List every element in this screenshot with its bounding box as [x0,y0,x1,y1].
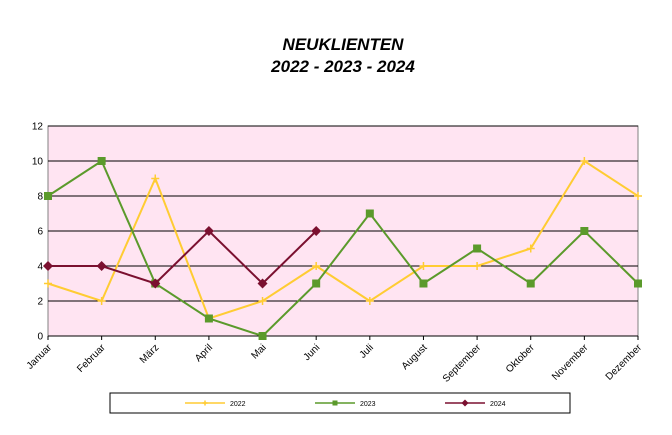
marker [580,157,589,165]
marker [580,227,589,235]
legend-label: 2024 [490,401,506,408]
marker [312,279,321,288]
marker [312,262,321,270]
marker [461,399,469,407]
marker [151,174,160,183]
y-tick-label: 0 [37,332,43,343]
marker [332,400,338,406]
marker [43,261,53,271]
marker [473,262,482,270]
marker [258,297,267,305]
chart-subtitle: 2022 - 2023 - 2024 [270,57,415,76]
legend-label: 2023 [360,401,376,408]
x-tick-label: Januar [25,342,55,372]
marker [44,279,52,288]
x-tick-label: Oktober [504,342,537,375]
x-tick-label: Dezember [604,342,645,383]
marker [634,279,642,288]
y-tick-label: 12 [32,122,44,133]
marker [419,262,428,270]
marker [473,244,482,253]
marker [419,279,428,288]
y-tick-label: 2 [37,297,43,308]
x-tick-label: Juni [302,342,323,363]
marker [634,192,642,200]
marker [150,278,161,289]
y-tick-label: 4 [37,262,43,273]
marker [44,192,52,200]
marker [204,314,213,323]
x-tick-label: Mai [249,342,268,361]
marker [203,226,214,236]
x-tick-label: Februar [75,342,108,375]
x-tick-label: September [441,342,484,385]
x-tick-label: August [400,342,430,372]
x-tick-label: April [193,342,215,364]
y-tick-label: 6 [37,227,43,238]
marker [365,209,374,218]
marker [311,226,322,236]
marker [365,297,374,305]
marker [526,279,535,288]
marker [97,157,106,165]
marker [202,400,208,406]
series-line [48,229,317,285]
y-tick-label: 10 [32,157,44,168]
marker [97,297,106,305]
y-tick-label: 8 [37,192,43,203]
x-tick-label: November [550,342,591,383]
marker [257,278,268,289]
series-line [47,159,639,338]
x-tick-label: März [138,342,162,366]
series-line [47,159,639,320]
marker [96,261,107,271]
marker [526,244,535,253]
chart-title: NEUKLIENTEN [283,35,405,54]
x-tick-label: Juli [358,342,376,360]
legend-label: 2022 [230,401,246,408]
marker [258,332,267,340]
